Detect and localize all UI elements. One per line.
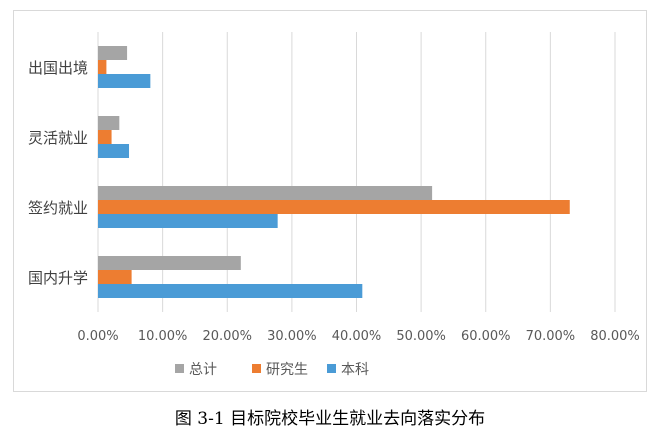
bar — [98, 46, 128, 60]
x-tick-label: 70.00% — [526, 329, 576, 344]
bar — [98, 74, 151, 88]
bar — [98, 200, 570, 214]
category-label: 国内升学 — [28, 269, 88, 287]
legend: 总计 研究生 本科 — [175, 362, 369, 378]
category-label: 签约就业 — [28, 199, 88, 217]
legend-swatch — [327, 364, 336, 373]
bars — [98, 46, 570, 298]
legend-swatch — [252, 364, 261, 373]
x-tick-label: 20.00% — [202, 329, 252, 344]
legend-label: 总计 — [189, 362, 217, 378]
legend-label: 研究生 — [266, 362, 308, 378]
bar — [98, 60, 107, 74]
x-tick-label: 50.00% — [396, 329, 446, 344]
bar — [98, 186, 433, 200]
bar — [98, 214, 278, 228]
bar — [98, 256, 241, 270]
x-tick-labels: 0.00% 10.00% 20.00% 30.00% 40.00% 50.00% 60.00… — [77, 329, 639, 344]
x-tick-label: 0.00% — [77, 329, 118, 344]
figure-caption: 图 3-1 目标院校毕业生就业去向落实分布 — [174, 409, 486, 429]
x-tick-label: 80.00% — [590, 329, 640, 344]
category-label: 灵活就业 — [28, 129, 88, 147]
x-tick-label: 60.00% — [461, 329, 511, 344]
legend-label: 本科 — [341, 362, 369, 378]
x-tick-label: 30.00% — [267, 329, 317, 344]
x-tick-label: 10.00% — [138, 329, 188, 344]
bar — [98, 130, 112, 144]
bar — [98, 116, 120, 130]
x-tick-label: 40.00% — [332, 329, 382, 344]
bar — [98, 144, 130, 158]
category-label: 出国出境 — [28, 59, 88, 77]
legend-swatch — [175, 364, 184, 373]
bar — [98, 284, 363, 298]
bar — [98, 270, 132, 284]
